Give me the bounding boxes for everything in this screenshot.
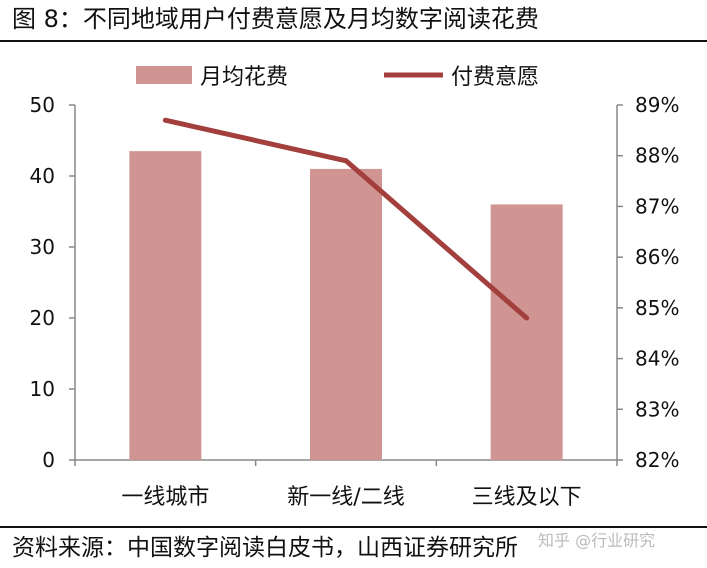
plot-area: 0 10 20 30 40 50 82% 83% 84% 85% 86% 87% 88% 89% 一线城市 新… [30, 93, 680, 510]
y-right-tick-label: 82% [635, 448, 679, 472]
watermark: 知乎 @行业研究 [538, 531, 656, 550]
y-right-tick-label: 85% [635, 296, 679, 320]
y-left-tick-label: 10 [30, 377, 55, 401]
y-left-tick-label: 20 [30, 306, 55, 330]
y-right-tick-label: 84% [635, 347, 679, 371]
line-point [343, 158, 349, 164]
x-category-label: 新一线/二线 [287, 485, 404, 510]
source-note: 资料来源：中国数字阅读白皮书，山西证券研究所 [12, 535, 518, 561]
x-category-label: 一线城市 [121, 485, 209, 510]
x-category-label: 三线及以下 [472, 485, 582, 510]
y-right-tick-label: 87% [635, 194, 679, 218]
line-point [162, 117, 168, 123]
y-left-tick-label: 50 [30, 93, 55, 117]
line-point [524, 315, 530, 321]
bar [129, 151, 202, 460]
legend-label-bar: 月均花费 [200, 65, 288, 90]
y-left-tick-label: 0 [42, 448, 55, 472]
y-right-tick-label: 89% [635, 93, 679, 117]
legend: 月均花费 付费意愿 [136, 65, 539, 90]
legend-swatch-bar [136, 66, 192, 84]
y-right-tick-label: 83% [635, 397, 679, 421]
y-left-tick-label: 30 [30, 235, 55, 259]
bar [310, 168, 382, 460]
y-right-tick-label: 86% [635, 245, 679, 269]
source-rule [0, 526, 707, 528]
legend-label-line: 付费意愿 [451, 65, 539, 90]
figure-title: 图 8：不同地域用户付费意愿及月均数字阅读花费 [12, 5, 539, 33]
chart: 月均花费 付费意愿 0 10 20 30 40 50 82% 83% 84% 85% 86% 87% 8… [30, 65, 680, 510]
y-left-tick-label: 40 [30, 164, 55, 188]
y-right-tick-label: 88% [635, 144, 679, 168]
title-rule [0, 40, 707, 42]
bar [490, 204, 563, 460]
